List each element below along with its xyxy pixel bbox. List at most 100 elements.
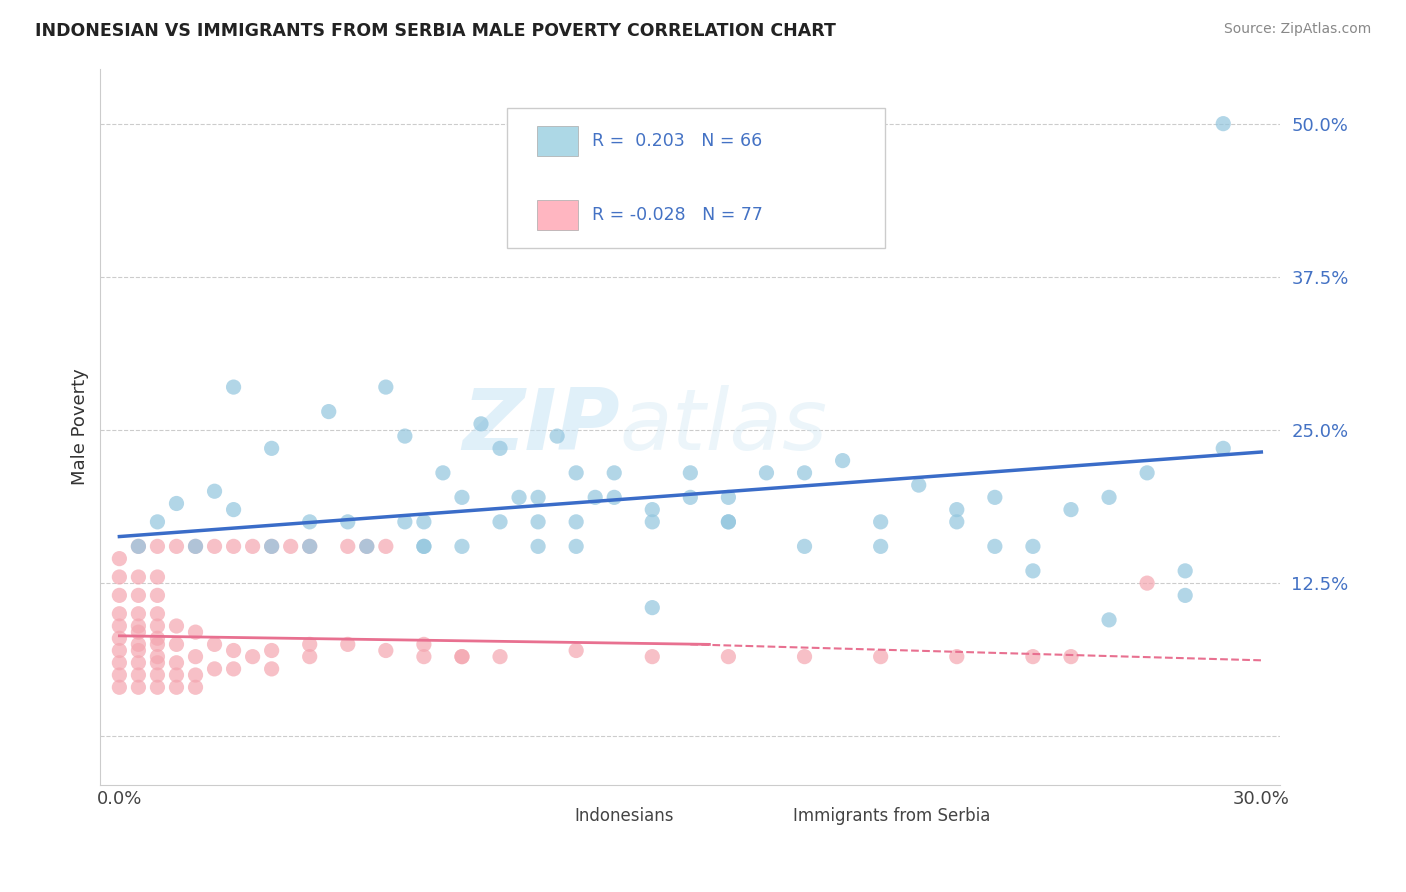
Point — [166, 637, 188, 651]
Text: R =  0.203   N = 66: R = 0.203 N = 66 — [592, 132, 762, 150]
Point — [260, 643, 283, 657]
Point — [565, 466, 588, 480]
Text: Indonesians: Indonesians — [575, 806, 675, 825]
Point — [242, 649, 264, 664]
Point — [869, 649, 891, 664]
Point — [1060, 502, 1083, 516]
Point — [907, 478, 929, 492]
Point — [166, 668, 188, 682]
Text: R = -0.028   N = 77: R = -0.028 N = 77 — [592, 206, 763, 224]
Point — [451, 540, 474, 554]
Point — [984, 491, 1007, 505]
Point — [260, 540, 283, 554]
Text: Immigrants from Serbia: Immigrants from Serbia — [793, 806, 990, 825]
Point — [146, 588, 169, 602]
Point — [755, 466, 778, 480]
Point — [108, 668, 131, 682]
Point — [869, 540, 891, 554]
Point — [127, 607, 149, 621]
Point — [204, 484, 226, 499]
Point — [412, 637, 434, 651]
Point — [679, 466, 702, 480]
Point — [356, 540, 378, 554]
Point — [489, 649, 512, 664]
Point — [108, 619, 131, 633]
Point — [127, 668, 149, 682]
Point — [641, 600, 664, 615]
Text: INDONESIAN VS IMMIGRANTS FROM SERBIA MALE POVERTY CORRELATION CHART: INDONESIAN VS IMMIGRANTS FROM SERBIA MAL… — [35, 22, 837, 40]
Point — [641, 502, 664, 516]
Point — [127, 637, 149, 651]
Point — [527, 491, 550, 505]
Point — [280, 540, 302, 554]
Point — [146, 680, 169, 694]
Point — [394, 429, 416, 443]
Point — [451, 491, 474, 505]
Point — [146, 540, 169, 554]
Point — [260, 442, 283, 456]
Point — [166, 680, 188, 694]
Point — [127, 540, 149, 554]
Point — [717, 491, 740, 505]
Point — [793, 649, 815, 664]
Point — [146, 649, 169, 664]
Point — [356, 540, 378, 554]
Point — [1022, 564, 1045, 578]
Point — [127, 656, 149, 670]
Point — [146, 632, 169, 646]
Point — [1098, 613, 1121, 627]
Bar — [537, 200, 578, 230]
Point — [127, 625, 149, 640]
Point — [489, 515, 512, 529]
Point — [146, 515, 169, 529]
Point — [108, 656, 131, 670]
Point — [166, 619, 188, 633]
Point — [565, 515, 588, 529]
Point — [222, 502, 245, 516]
Point — [318, 404, 340, 418]
Point — [146, 607, 169, 621]
Point — [451, 649, 474, 664]
Point — [204, 637, 226, 651]
Point — [166, 540, 188, 554]
Point — [127, 643, 149, 657]
Point — [869, 515, 891, 529]
Point — [146, 637, 169, 651]
Point — [489, 442, 512, 456]
Point — [298, 637, 321, 651]
Bar — [744, 803, 779, 829]
Point — [1212, 117, 1234, 131]
Point — [242, 540, 264, 554]
Point — [1022, 649, 1045, 664]
Point — [1136, 466, 1159, 480]
Point — [298, 515, 321, 529]
Point — [166, 656, 188, 670]
Point — [603, 466, 626, 480]
Point — [127, 680, 149, 694]
Point — [336, 637, 359, 651]
Point — [546, 429, 568, 443]
Point — [108, 551, 131, 566]
Point — [260, 540, 283, 554]
Point — [146, 656, 169, 670]
Point — [412, 649, 434, 664]
Point — [108, 643, 131, 657]
Point — [793, 466, 815, 480]
Point — [127, 540, 149, 554]
Point — [166, 496, 188, 510]
Text: ZIP: ZIP — [463, 385, 620, 468]
Point — [184, 540, 207, 554]
Point — [184, 668, 207, 682]
Point — [984, 540, 1007, 554]
Point — [641, 649, 664, 664]
Point — [374, 380, 396, 394]
Point — [946, 649, 969, 664]
Text: Source: ZipAtlas.com: Source: ZipAtlas.com — [1223, 22, 1371, 37]
Point — [1136, 576, 1159, 591]
Point — [412, 540, 434, 554]
Point — [108, 570, 131, 584]
Point — [717, 649, 740, 664]
Point — [603, 491, 626, 505]
Text: atlas: atlas — [620, 385, 828, 468]
Point — [184, 625, 207, 640]
